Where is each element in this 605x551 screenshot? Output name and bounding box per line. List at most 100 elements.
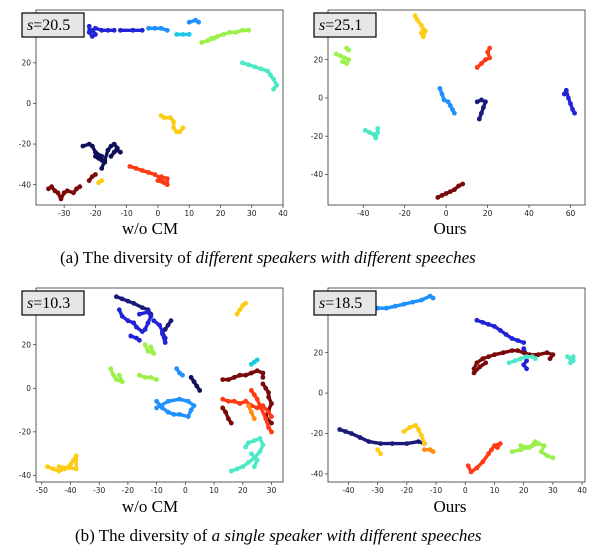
s-value-box <box>21 290 85 316</box>
method-label: Ours <box>433 219 466 238</box>
data-point <box>416 439 421 444</box>
x-tick-label: -20 <box>399 209 411 218</box>
data-point <box>142 342 148 348</box>
data-point <box>119 296 125 302</box>
data-point <box>260 370 266 376</box>
data-point <box>480 459 486 465</box>
data-point <box>568 360 573 366</box>
data-point <box>111 27 117 33</box>
data-point <box>533 356 538 362</box>
data-point <box>500 350 506 356</box>
s-value-box <box>21 12 85 38</box>
data-point <box>148 313 154 319</box>
data-point <box>93 32 98 37</box>
data-point <box>479 61 484 66</box>
data-point <box>521 340 527 345</box>
data-point <box>476 116 482 122</box>
s-value-box <box>313 12 377 38</box>
data-point <box>154 398 160 404</box>
data-point <box>226 377 231 382</box>
data-point <box>263 416 269 422</box>
data-point <box>93 149 98 155</box>
x-tick-label: 30 <box>267 486 277 495</box>
data-point <box>71 190 76 196</box>
data-point <box>246 440 251 446</box>
data-point <box>240 27 245 33</box>
y-tick-label: 0 <box>318 389 323 398</box>
y-tick-label: 20 <box>313 348 323 357</box>
data-point <box>186 32 192 37</box>
data-point <box>460 181 466 187</box>
data-point <box>64 188 70 194</box>
data-point <box>134 324 139 330</box>
data-point <box>465 463 471 469</box>
data-point <box>251 438 257 443</box>
data-point <box>118 27 123 33</box>
data-point <box>435 195 441 200</box>
data-point <box>180 125 186 131</box>
y-tick-label: 20 <box>21 340 31 349</box>
data-point <box>535 352 541 358</box>
data-point <box>77 184 83 190</box>
data-point <box>479 97 484 103</box>
data-point <box>474 99 480 105</box>
data-point <box>160 405 165 411</box>
data-point <box>422 447 427 453</box>
data-point <box>137 311 142 317</box>
data-point <box>171 125 177 131</box>
data-point <box>338 53 343 59</box>
data-point <box>541 443 547 448</box>
data-point <box>384 305 389 311</box>
x-tick-label: 40 <box>577 486 587 495</box>
data-point <box>73 453 79 459</box>
data-point <box>337 427 343 432</box>
data-point <box>489 447 494 453</box>
data-point <box>243 444 249 450</box>
data-point <box>249 388 254 393</box>
data-point <box>155 178 161 184</box>
data-point <box>412 13 418 19</box>
data-point <box>346 47 352 53</box>
data-point <box>142 327 148 332</box>
data-point <box>45 464 50 470</box>
data-point <box>468 469 474 475</box>
y-tick-label: -20 <box>19 140 31 149</box>
x-tick-label: 10 <box>184 209 194 218</box>
data-point <box>480 320 486 325</box>
data-point <box>483 360 489 366</box>
data-point <box>161 115 167 121</box>
cluster-trail <box>189 375 202 393</box>
plot-frame <box>327 287 586 483</box>
data-point <box>518 356 524 362</box>
data-point <box>237 401 243 406</box>
data-point <box>191 379 197 385</box>
data-point <box>58 196 64 202</box>
data-point <box>68 462 73 467</box>
method-label: w/o CM <box>122 497 178 516</box>
data-point <box>246 460 251 465</box>
data-point <box>237 307 243 313</box>
data-point <box>162 327 168 332</box>
data-point <box>231 375 237 380</box>
data-point <box>401 429 407 434</box>
data-point <box>343 429 348 434</box>
data-point <box>447 189 453 195</box>
y-tick-label: 20 <box>21 58 31 67</box>
plot-frame <box>35 287 284 483</box>
data-point <box>139 305 145 310</box>
data-point <box>205 38 211 43</box>
x-tick-label: 40 <box>278 209 288 218</box>
data-point <box>492 352 497 358</box>
data-point <box>445 99 451 105</box>
data-point <box>483 57 488 63</box>
data-point <box>563 87 569 93</box>
data-point <box>492 324 497 329</box>
data-point <box>249 409 254 415</box>
data-point <box>116 307 122 313</box>
data-point <box>228 468 234 474</box>
y-tick-label: 0 <box>26 384 31 393</box>
data-point <box>185 398 191 404</box>
data-point <box>185 414 191 419</box>
data-point <box>524 358 529 364</box>
cluster-trail <box>46 184 82 201</box>
